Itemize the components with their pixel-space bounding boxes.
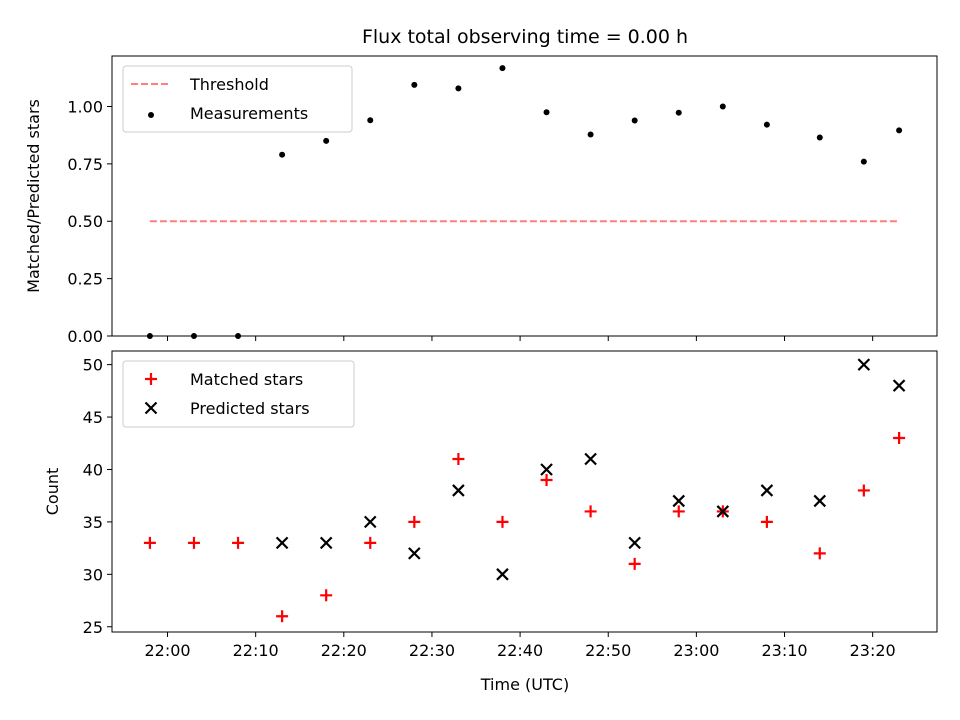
x-tick-label: 22:50 xyxy=(585,641,631,660)
measurement-point xyxy=(763,121,770,128)
predicted-star-point xyxy=(628,536,641,550)
legend-marker-measurements xyxy=(148,112,154,118)
matched-star-point xyxy=(452,452,465,465)
measurement-point xyxy=(411,81,418,88)
measurement-point xyxy=(896,127,903,134)
matched-star-point xyxy=(813,547,826,560)
top-panel: 0.00 0.25 0.50 0.75 1.00 Matched/Predicted st… xyxy=(24,55,938,346)
predicted-star-point xyxy=(716,505,730,518)
measurement-point xyxy=(499,65,506,72)
y-tick-label: 35 xyxy=(83,513,103,532)
bottom-panel: 22:00 22:10 22:20 22:30 22:40 22:50 23:00 23:10… xyxy=(43,350,938,660)
legend-label: Matched stars xyxy=(190,370,303,389)
predicted-star-point xyxy=(540,463,553,476)
predicted-star-point xyxy=(319,536,333,550)
legend-box xyxy=(122,360,355,428)
predicted-star-point xyxy=(813,494,827,508)
legend-marker-predicted xyxy=(144,401,158,415)
predicted-star-point xyxy=(672,494,686,508)
matched-star-point xyxy=(672,505,685,518)
legend-label: Predicted stars xyxy=(190,399,310,418)
measurement-point xyxy=(719,103,726,110)
x-tick-label: 22:30 xyxy=(409,641,455,660)
y-tick-label: 0.50 xyxy=(67,212,103,231)
x-tick-label: 23:20 xyxy=(850,641,896,660)
predicted-star-point xyxy=(452,484,465,497)
y-tick-label: 0.25 xyxy=(67,270,103,289)
y-axis-label: Count xyxy=(43,468,62,516)
matched-star-point xyxy=(857,484,870,497)
y-axis-label: Matched/Predicted stars xyxy=(24,99,43,293)
x-tick-label: 23:10 xyxy=(761,641,807,660)
matched-star-point xyxy=(584,505,597,518)
legend-label: Threshold xyxy=(189,75,269,94)
measurement-point xyxy=(675,109,682,116)
measurement-point xyxy=(860,158,867,165)
predicted-star-point xyxy=(760,484,774,497)
matched-star-point xyxy=(893,432,906,445)
x-axis-label: Time (UTC) xyxy=(480,675,569,694)
x-tick-label: 22:00 xyxy=(144,641,190,660)
predicted-star-point xyxy=(408,547,421,560)
matched-star-point xyxy=(408,515,421,528)
matched-star-point xyxy=(364,536,377,549)
legend-label: Measurements xyxy=(190,104,308,123)
axes-frame xyxy=(111,55,938,337)
predicted-star-point xyxy=(363,515,377,529)
measurement-point xyxy=(190,333,197,339)
y-tick-label: 1.00 xyxy=(67,97,103,116)
measurement-point xyxy=(587,131,594,138)
matched-star-point xyxy=(496,515,509,528)
measurement-point xyxy=(543,109,550,116)
predicted-star-point xyxy=(584,452,597,466)
measurement-point xyxy=(279,151,286,158)
axes-frame xyxy=(111,350,938,633)
matched-star-point xyxy=(760,515,773,528)
x-tick-label: 22:10 xyxy=(233,641,279,660)
matched-star-point xyxy=(628,557,641,570)
predicted-star-point xyxy=(892,379,906,392)
measurement-point xyxy=(323,137,330,144)
legend-marker-matched xyxy=(145,373,157,385)
y-tick-label: 40 xyxy=(83,460,103,479)
predicted-star-point xyxy=(857,358,871,371)
measurement-point xyxy=(235,333,242,339)
y-tick-label: 0.00 xyxy=(67,327,103,346)
legend-box xyxy=(122,65,353,133)
matched-star-point xyxy=(187,536,200,549)
matched-star-point xyxy=(540,473,553,486)
y-tick-label: 30 xyxy=(83,565,103,584)
measurement-point xyxy=(631,117,638,124)
measurement-point xyxy=(816,134,823,141)
x-tick-label: 22:20 xyxy=(321,641,367,660)
y-tick-label: 25 xyxy=(83,618,103,637)
chart-title: Flux total observing time = 0.00 h xyxy=(362,26,688,48)
y-tick-label: 45 xyxy=(83,408,103,427)
predicted-star-point xyxy=(275,536,289,550)
measurement-point xyxy=(455,85,462,92)
matched-star-point xyxy=(276,610,289,623)
y-tick-label: 50 xyxy=(83,356,103,375)
matched-star-point xyxy=(232,536,245,549)
x-tick-label: 22:40 xyxy=(497,641,543,660)
measurement-point xyxy=(367,117,374,124)
matched-star-point xyxy=(143,536,156,549)
x-tick-label: 23:00 xyxy=(673,641,719,660)
predicted-star-point xyxy=(496,568,509,581)
measurement-point xyxy=(146,333,153,339)
y-tick-label: 0.75 xyxy=(67,155,103,174)
matched-star-point xyxy=(320,589,333,602)
